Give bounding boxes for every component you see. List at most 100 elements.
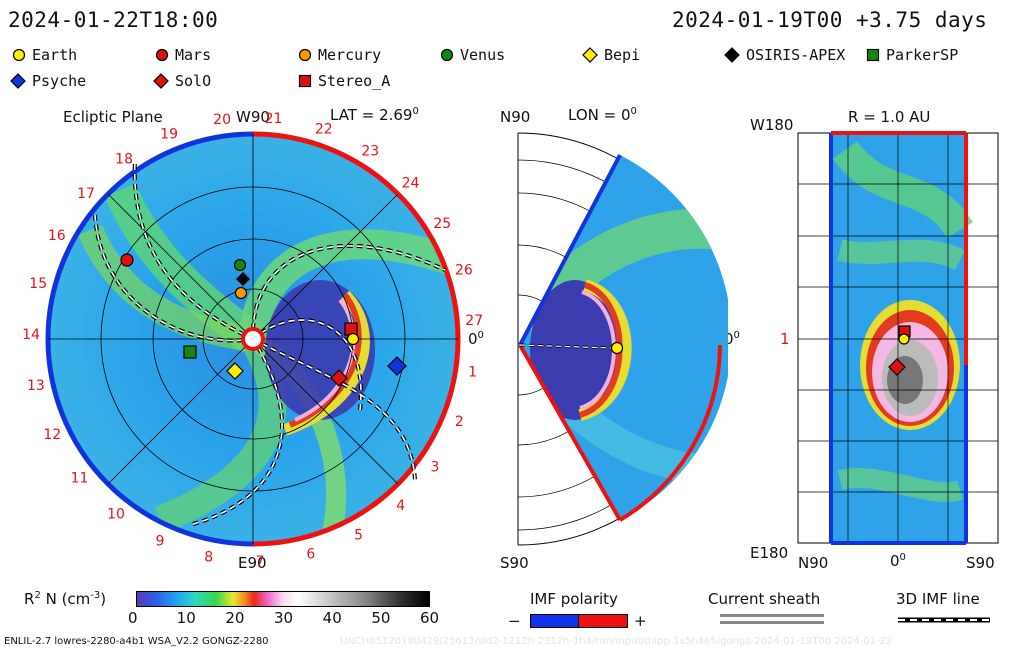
ecliptic-disk (45, 131, 461, 547)
carrington-tick-label: 1 (468, 364, 477, 380)
ecliptic-bottom-label: E90 (238, 554, 267, 572)
solo-marker-radial (888, 358, 906, 376)
radial-mid-label: 1 (780, 330, 790, 348)
radial-bottom-label: E180 (750, 544, 789, 562)
radial-x-label-0: 00 (890, 552, 906, 570)
carrington-tick-label: 8 (204, 550, 213, 566)
legend-label: Stereo_A (318, 72, 391, 90)
carrington-tick-label: 15 (29, 276, 47, 292)
carrington-tick-label: 6 (306, 546, 315, 562)
carrington-tick-label: 14 (22, 327, 40, 343)
psyche-marker (387, 356, 407, 376)
meridional-top-label: N90 (500, 108, 531, 126)
sun-icon (241, 327, 265, 351)
imf-polarity-title: IMF polarity (530, 590, 618, 608)
carrington-tick-label: 22 (315, 122, 333, 138)
legend-label: Bepi (604, 46, 641, 64)
solo-marker-icon (153, 73, 169, 89)
carrington-tick-label: 16 (48, 228, 66, 244)
mars-marker-icon (155, 48, 169, 62)
earth-marker-icon (12, 48, 26, 62)
legend-stereo-a: Stereo_A (298, 72, 390, 90)
carrington-tick-label: 26 (455, 263, 473, 279)
carrington-tick-label: 12 (43, 427, 61, 443)
colorbar-tick-label: 50 (371, 609, 391, 627)
ecliptic-lat-label: LAT = 2.690 (330, 106, 419, 124)
ecliptic-markers (120, 253, 407, 387)
mercury-marker-icon (298, 48, 312, 62)
parkersp-marker (183, 345, 197, 359)
current-sheath-title: Current sheath (708, 590, 821, 608)
imf-polarity-minus: − (508, 612, 521, 630)
radial-x-label-n90: N90 (798, 554, 829, 572)
imf-positive-swatch (578, 614, 628, 628)
earth-marker-radial (898, 333, 910, 345)
carrington-tick-label: 27 (465, 313, 483, 329)
carrington-tick-label: 10 (107, 507, 125, 523)
carrington-tick-label: 13 (27, 378, 45, 394)
carrington-tick-label: 23 (361, 144, 379, 160)
meridional-bottom-label: S90 (500, 554, 529, 572)
legend-label: Earth (32, 46, 78, 64)
carrington-tick-label: 7 (256, 554, 265, 570)
colorbar-tick-label: 30 (274, 609, 294, 627)
legend-label: Mars (175, 46, 212, 64)
imf-line-title: 3D IMF line (896, 590, 980, 608)
ecliptic-title: Ecliptic Plane (63, 108, 163, 126)
colorbar-label: R2 N (cm-3) (24, 590, 107, 608)
psyche-marker-icon (10, 73, 26, 89)
legend-mars: Mars (155, 46, 211, 64)
frame-timestamp: 2024-01-22T18:00 (8, 8, 219, 32)
carrington-tick-label: 9 (155, 534, 164, 550)
ecliptic-top-label: W90 (236, 108, 270, 126)
venus-marker (233, 258, 247, 272)
colorbar-tick-label: 0 (128, 609, 138, 627)
legend-earth: Earth (12, 46, 77, 64)
current-sheath-line-1 (720, 614, 824, 617)
carrington-tick-label: 19 (160, 127, 178, 143)
meridional-lon-label: LON = 00 (568, 106, 637, 124)
solo-marker (330, 369, 348, 387)
parkersp-marker-icon (866, 48, 880, 62)
carrington-tick-label: 20 (213, 112, 231, 128)
carrington-tick-label: 24 (402, 176, 420, 192)
bepi-marker (226, 362, 244, 380)
radial-x-label-s90: S90 (966, 554, 995, 572)
legend-parkersp: ParkerSP (866, 46, 958, 64)
current-sheath-line-2 (720, 621, 824, 624)
carrington-tick-label: 18 (115, 151, 133, 167)
model-info: ENLIL-2.7 lowres-2280-a4b1 WSA_V2.2 GONG… (4, 636, 269, 647)
legend-osiris-apex: OSIRIS-APEX (724, 46, 845, 64)
carrington-tick-label: 5 (354, 527, 363, 543)
carrington-tick-label: 17 (77, 186, 95, 202)
imf-negative-swatch (530, 614, 580, 628)
colorbar-tick-label: 60 (420, 609, 440, 627)
legend-label: ParkerSP (886, 46, 959, 64)
radial-r-label: R = 1.0 AU (848, 108, 931, 126)
imf-line-sample (898, 617, 990, 623)
earth-marker-meridional (610, 341, 624, 355)
carrington-tick-labels: 20 21222324252627123456789101112131415161… (22, 111, 483, 570)
legend-label: Psyche (32, 72, 87, 90)
carrington-tick-label: 3 (430, 459, 439, 475)
carrington-tick-label: 11 (71, 471, 89, 487)
mars-marker (120, 253, 134, 267)
carrington-tick-label: 4 (396, 498, 405, 514)
ecliptic-right-label: 00 (468, 330, 484, 348)
legend-label: Venus (460, 46, 506, 64)
meridional-right-label: 00 (724, 330, 740, 348)
stereo-a-marker-icon (298, 74, 312, 88)
carrington-tick-label: 25 (433, 216, 451, 232)
legend-label: OSIRIS-APEX (746, 46, 846, 64)
radial-top-label: W180 (750, 116, 794, 134)
mercury-marker (234, 286, 248, 300)
earth-marker (346, 332, 360, 346)
legend-solo: SolO (153, 72, 211, 90)
osiris-apex-marker (236, 272, 250, 286)
colorbar-tick-label: 10 (176, 609, 196, 627)
legend-psyche: Psyche (10, 72, 86, 90)
bepi-marker-icon (582, 47, 598, 63)
